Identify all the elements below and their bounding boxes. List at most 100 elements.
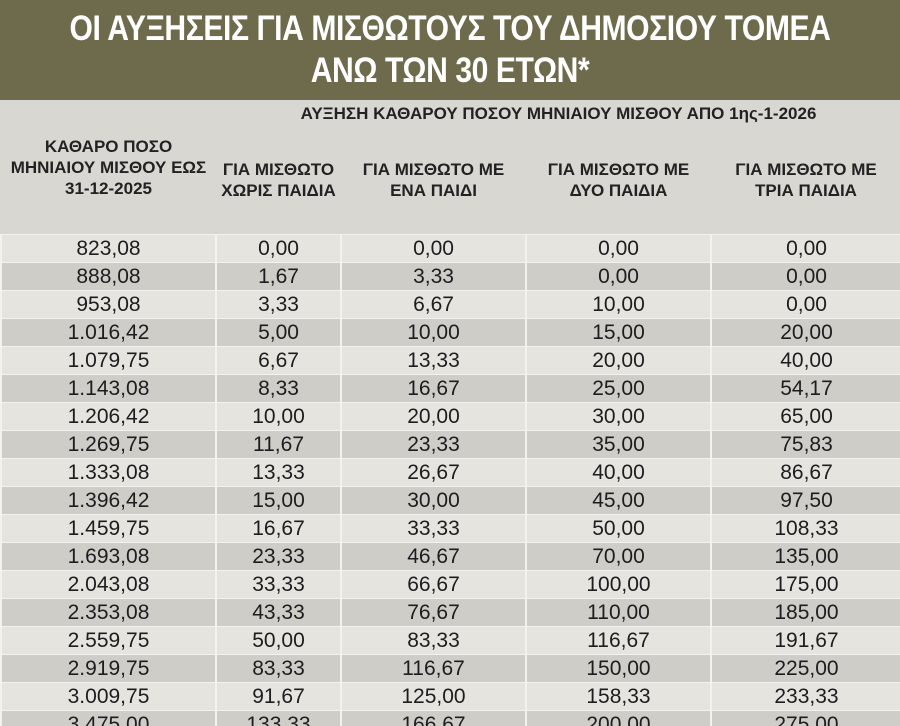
table-cell: 46,67 bbox=[340, 542, 526, 571]
table-cell: 10,00 bbox=[340, 318, 526, 347]
table-cell: 1,67 bbox=[215, 262, 341, 291]
table-cell: 0,00 bbox=[710, 234, 900, 263]
table-cell: 25,00 bbox=[525, 374, 711, 403]
table-cell: 23,33 bbox=[215, 542, 341, 571]
title-line: ΑΝΩ ΤΩΝ 30 ΕΤΩΝ* bbox=[310, 51, 590, 90]
table-cell: 953,08 bbox=[0, 290, 216, 319]
table-cell: 1.396,42 bbox=[0, 486, 216, 515]
table-cell: 2.919,75 bbox=[0, 654, 216, 683]
title-line: ΟΙ ΑΥΞΗΣΕΙΣ ΓΙΑ ΜΙΣΘΩΤΟΥΣ ΤΟΥ ΔΗΜΟΣΙΟΥ Τ… bbox=[69, 9, 831, 48]
table-cell: 2.043,08 bbox=[0, 570, 216, 599]
table-cell: 1.016,42 bbox=[0, 318, 216, 347]
table-cell: 200,00 bbox=[525, 710, 711, 726]
table-cell: 1.333,08 bbox=[0, 458, 216, 487]
table-cell: 158,33 bbox=[525, 682, 711, 711]
table-cell: 35,00 bbox=[525, 430, 711, 459]
table-row: 1.016,42 5,00 10,00 15,00 20,00 bbox=[0, 318, 900, 347]
table-row: 3.009,75 91,67 125,00 158,33 233,33 bbox=[0, 682, 900, 711]
table-cell: 83,33 bbox=[215, 654, 341, 683]
table-cell: 175,00 bbox=[710, 570, 900, 599]
table-cell: 75,83 bbox=[710, 430, 900, 459]
table-row: 2.043,08 33,33 66,67 100,00 175,00 bbox=[0, 570, 900, 599]
table-cell: 2.559,75 bbox=[0, 626, 216, 655]
table-cell: 20,00 bbox=[525, 346, 711, 375]
header-row: ΚΑΘΑΡΟ ΠΟΣΟ ΜΗΝΙΑΙΟΥ ΜΙΣΘΟΥ ΕΩΣ 31-12-20… bbox=[1, 100, 900, 198]
table-cell: 150,00 bbox=[525, 654, 711, 683]
table-cell: 30,00 bbox=[525, 402, 711, 431]
table-cell: 888,08 bbox=[0, 262, 216, 291]
table-row: 888,08 1,67 3,33 0,00 0,00 bbox=[0, 262, 900, 291]
table-cell: 2.353,08 bbox=[0, 598, 216, 627]
table-cell: 43,33 bbox=[215, 598, 341, 627]
column-header: ΓΙΑ ΜΙΣΘΩΤΟ ΧΩΡΙΣ ΠΑΙΔΙΑ bbox=[221, 160, 336, 200]
table-cell: 1.459,75 bbox=[0, 514, 216, 543]
table-cell: 30,00 bbox=[340, 486, 526, 515]
table-cell: 100,00 bbox=[525, 570, 711, 599]
column-header: ΓΙΑ ΜΙΣΘΩΤΟ ΜΕ ΕΝΑ ΠΑΙΔΙ bbox=[362, 160, 505, 200]
table-cell: 11,67 bbox=[215, 430, 341, 459]
table-cell: 45,00 bbox=[525, 486, 711, 515]
table-cell: 5,00 bbox=[215, 318, 341, 347]
table-cell: 10,00 bbox=[215, 402, 341, 431]
table-cell: 823,08 bbox=[0, 234, 216, 263]
table-cell: 0,00 bbox=[340, 234, 526, 263]
table-row: 2.353,08 43,33 76,67 110,00 185,00 bbox=[0, 598, 900, 627]
table-cell: 23,33 bbox=[340, 430, 526, 459]
table-cell: 10,00 bbox=[525, 290, 711, 319]
table-cell: 191,67 bbox=[710, 626, 900, 655]
table-cell: 0,00 bbox=[215, 234, 341, 263]
table-row: 3.475,00 133,33 166,67 200,00 275,00 bbox=[0, 710, 900, 726]
table-cell: 0,00 bbox=[710, 290, 900, 319]
table-cell: 16,67 bbox=[340, 374, 526, 403]
table-cell: 97,50 bbox=[710, 486, 900, 515]
table-cell: 0,00 bbox=[525, 234, 711, 263]
table-cell: 110,00 bbox=[525, 598, 711, 627]
table-cell: 233,33 bbox=[710, 682, 900, 711]
table-cell: 26,67 bbox=[340, 458, 526, 487]
table-cell: 83,33 bbox=[340, 626, 526, 655]
table-cell: 16,67 bbox=[215, 514, 341, 543]
table-cell: 1.693,08 bbox=[0, 542, 216, 571]
table-row: 2.919,75 83,33 116,67 150,00 225,00 bbox=[0, 654, 900, 683]
table-cell: 3.009,75 bbox=[0, 682, 216, 711]
table-cell: 8,33 bbox=[215, 374, 341, 403]
table-cell: 116,67 bbox=[340, 654, 526, 683]
table-cell: 20,00 bbox=[340, 402, 526, 431]
table-cell: 1.079,75 bbox=[0, 346, 216, 375]
table-cell: 6,67 bbox=[215, 346, 341, 375]
table-cell: 70,00 bbox=[525, 542, 711, 571]
table-cell: 225,00 bbox=[710, 654, 900, 683]
table-cell: 50,00 bbox=[215, 626, 341, 655]
column-header: ΓΙΑ ΜΙΣΘΩΤΟ ΜΕ ΤΡΙΑ ΠΑΙΔΙΑ bbox=[735, 160, 877, 200]
table-cell: 50,00 bbox=[525, 514, 711, 543]
table-cell: 13,33 bbox=[215, 458, 341, 487]
table-cell: 1.206,42 bbox=[0, 402, 216, 431]
table-cell: 116,67 bbox=[525, 626, 711, 655]
table-cell: 0,00 bbox=[710, 262, 900, 291]
table-cell: 15,00 bbox=[215, 486, 341, 515]
table-cell: 0,00 bbox=[525, 262, 711, 291]
table-cell: 40,00 bbox=[710, 346, 900, 375]
table-row: 1.079,75 6,67 13,33 20,00 40,00 bbox=[0, 346, 900, 375]
table-body: 823,08 0,00 0,00 0,00 0,00 888,08 1,67 3,33 0,00… bbox=[0, 234, 900, 726]
table-cell: 108,33 bbox=[710, 514, 900, 543]
table-row: 1.143,08 8,33 16,67 25,00 54,17 bbox=[0, 374, 900, 403]
table-cell: 40,00 bbox=[525, 458, 711, 487]
title-banner: ΟΙ ΑΥΞΗΣΕΙΣ ΓΙΑ ΜΙΣΘΩΤΟΥΣ ΤΟΥ ΔΗΜΟΣΙΟΥ Τ… bbox=[0, 0, 900, 100]
table-cell: 91,67 bbox=[215, 682, 341, 711]
table-cell: 125,00 bbox=[340, 682, 526, 711]
table-row: 1.206,42 10,00 20,00 30,00 65,00 bbox=[0, 402, 900, 431]
header-row: ΓΙΑ ΜΙΣΘΩΤΟ ΧΩΡΙΣ ΠΑΙΔΙΑ ΓΙΑ ΜΙΣΘΩΤΟ ΜΕ Ε… bbox=[1, 126, 900, 235]
table-row: 1.333,08 13,33 26,67 40,00 86,67 bbox=[0, 458, 900, 487]
table-cell: 1.269,75 bbox=[0, 430, 216, 459]
table-cell: 3,33 bbox=[340, 262, 526, 291]
table-row: 1.269,75 11,67 23,33 35,00 75,83 bbox=[0, 430, 900, 459]
table-cell: 133,33 bbox=[215, 710, 341, 726]
table-cell: 33,33 bbox=[340, 514, 526, 543]
table-cell: 65,00 bbox=[710, 402, 900, 431]
table-cell: 166,67 bbox=[340, 710, 526, 726]
table-cell: 3,33 bbox=[215, 290, 341, 319]
table-row: 1.396,42 15,00 30,00 45,00 97,50 bbox=[0, 486, 900, 515]
table-cell: 275,00 bbox=[710, 710, 900, 726]
